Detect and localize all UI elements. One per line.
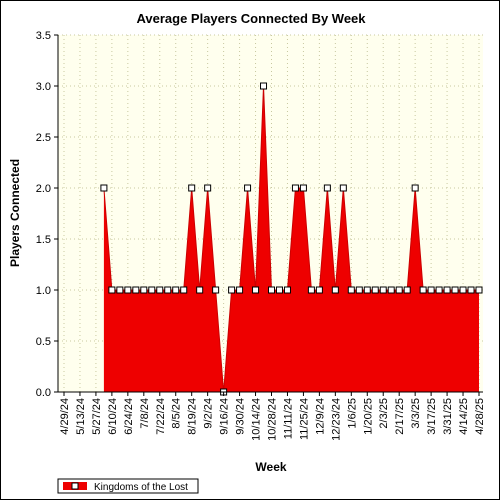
legend-label: Kingdoms of the Lost <box>94 482 188 493</box>
data-point <box>395 286 403 294</box>
data-point <box>363 286 371 294</box>
data-point <box>347 286 355 294</box>
x-tick-label: 2/3/25 <box>378 398 390 429</box>
x-tick-label: 5/13/24 <box>75 398 87 435</box>
data-point <box>156 286 164 294</box>
data-point <box>140 286 148 294</box>
data-point <box>212 286 220 294</box>
data-point <box>108 286 116 294</box>
x-tick-label: 1/6/25 <box>346 398 358 429</box>
x-tick-label: 3/17/25 <box>426 398 438 435</box>
chart-title: Average Players Connected By Week <box>136 11 366 26</box>
data-point <box>196 286 204 294</box>
x-tick-label: 9/30/24 <box>235 398 247 435</box>
data-point <box>244 184 252 192</box>
y-tick-label: 2.0 <box>36 183 51 195</box>
x-tick-label: 1/20/25 <box>362 398 374 435</box>
x-tick-label: 6/24/24 <box>123 398 135 435</box>
data-point <box>283 286 291 294</box>
data-point <box>164 286 172 294</box>
x-tick-label: 7/22/24 <box>155 398 167 435</box>
data-point <box>339 184 347 192</box>
data-point <box>443 286 451 294</box>
data-point <box>124 286 132 294</box>
x-tick-label: 6/10/24 <box>107 398 119 435</box>
data-point <box>427 286 435 294</box>
x-tick-label: 5/27/24 <box>91 398 103 435</box>
y-tick-label: 0.0 <box>36 387 51 399</box>
x-tick-label: 4/28/25 <box>474 398 486 435</box>
legend-marker <box>71 482 79 490</box>
y-axis-label: Players Connected <box>8 159 22 267</box>
y-tick-label: 3.0 <box>36 81 51 93</box>
data-point <box>451 286 459 294</box>
y-tick-label: 3.5 <box>36 30 51 42</box>
x-tick-label: 12/9/24 <box>314 398 326 435</box>
x-tick-label: 11/25/24 <box>298 398 310 440</box>
data-point <box>411 184 419 192</box>
data-point <box>188 184 196 192</box>
data-point <box>331 286 339 294</box>
x-tick-label: 9/2/24 <box>203 398 215 429</box>
y-tick-label: 0.5 <box>36 336 51 348</box>
x-tick-label: 10/14/24 <box>251 398 263 441</box>
y-tick-label: 1.0 <box>36 285 51 297</box>
data-point <box>419 286 427 294</box>
y-tick-label: 2.5 <box>36 132 51 144</box>
data-point <box>132 286 140 294</box>
data-point <box>403 286 411 294</box>
x-tick-label: 2/17/25 <box>394 398 406 435</box>
data-point <box>379 286 387 294</box>
data-point <box>435 286 443 294</box>
x-tick-label: 12/23/24 <box>330 398 342 441</box>
data-point <box>268 286 275 294</box>
data-point <box>299 184 307 192</box>
data-point <box>180 286 188 294</box>
x-tick-label: 3/3/25 <box>410 398 422 429</box>
x-tick-label: 11/11/24 <box>282 398 294 439</box>
legend-box <box>57 478 199 494</box>
data-point <box>116 286 124 294</box>
legend: Kingdoms of the Lost <box>57 478 199 494</box>
data-point <box>204 184 212 192</box>
data-point <box>148 286 156 294</box>
data-point <box>291 184 299 192</box>
x-tick-label: 4/29/24 <box>59 398 71 435</box>
data-point <box>323 184 331 192</box>
x-tick-label: 9/16/24 <box>219 398 231 435</box>
data-point <box>275 286 283 294</box>
y-tick-label: 1.5 <box>36 234 51 246</box>
x-axis-label: Week <box>255 460 286 474</box>
data-point <box>315 286 323 294</box>
x-tick-label: 8/5/24 <box>171 398 183 429</box>
data-point <box>172 286 180 294</box>
y-tick-labels: 0.0 0.5 1.0 1.5 2.0 2.5 3.0 3.5 <box>36 30 58 399</box>
data-point <box>387 286 395 294</box>
data-point <box>236 286 244 294</box>
data-point <box>355 286 363 294</box>
data-point <box>260 82 268 90</box>
data-point <box>459 286 467 294</box>
axes <box>57 35 483 393</box>
data-point <box>100 184 108 192</box>
data-point <box>467 286 475 294</box>
data-point <box>252 286 260 294</box>
x-tick-label: 4/14/25 <box>458 398 470 435</box>
data-point <box>475 286 483 294</box>
series-layer <box>100 82 483 396</box>
x-tick-labels: 4/29/24 5/13/24 5/27/24 6/10/24 6/24/24 7/8/2… <box>59 392 486 441</box>
x-tick-label: 8/19/24 <box>187 398 199 435</box>
data-point <box>307 286 315 294</box>
data-point <box>228 286 236 294</box>
x-tick-label: 3/31/25 <box>442 398 454 435</box>
x-tick-label: 10/28/24 <box>267 398 279 441</box>
data-point <box>371 286 379 294</box>
x-tick-label: 7/8/24 <box>139 398 151 429</box>
